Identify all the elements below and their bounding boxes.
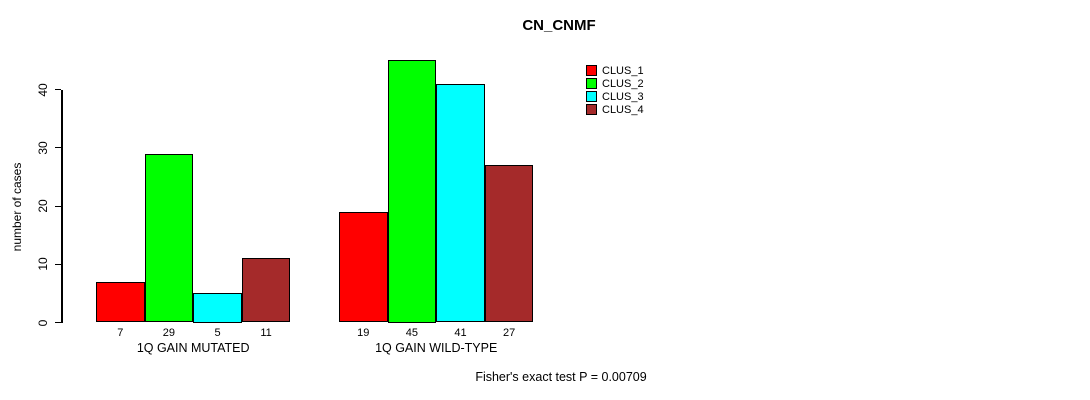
- bar-value-label: 27: [502, 327, 516, 339]
- chart-title: CN_CNMF: [522, 17, 596, 34]
- bar-clus_3-group1: [193, 293, 242, 323]
- bar-clus_4-group2: [484, 165, 534, 323]
- legend-item-clus_1: CLUS_1: [586, 64, 644, 77]
- legend-swatch-icon: [586, 91, 597, 102]
- legend-item-clus_4: CLUS_4: [586, 103, 644, 116]
- legend-swatch-icon: [586, 78, 597, 89]
- group-label: 1Q GAIN MUTATED: [136, 341, 250, 355]
- y-tick-label: 20: [36, 199, 50, 213]
- legend-item-clus_2: CLUS_2: [586, 77, 644, 90]
- y-tick-label: 10: [36, 257, 50, 271]
- bar-value-label: 29: [162, 327, 176, 339]
- bar-clus_2-group1: [144, 153, 194, 323]
- bar-value-label: 11: [260, 327, 272, 339]
- bar-value-label: 41: [454, 327, 467, 339]
- annotation-text: Fisher's exact test P = 0.00709: [475, 370, 647, 384]
- y-tick-mark: [55, 89, 61, 90]
- y-tick-mark: [55, 205, 61, 207]
- y-tick-mark: [55, 322, 61, 323]
- bar-value-label: 7: [117, 327, 124, 339]
- y-axis-line: [61, 89, 63, 323]
- bar-clus_3-group2: [436, 83, 485, 323]
- bar-clus_4-group1: [241, 258, 291, 323]
- legend-label: CLUS_3: [602, 90, 644, 103]
- legend-label: CLUS_2: [602, 77, 644, 90]
- legend-swatch-icon: [586, 104, 597, 115]
- y-axis-label: number of cases: [10, 162, 24, 252]
- legend: CLUS_1 CLUS_2 CLUS_3 CLUS_4: [586, 64, 644, 116]
- bar-value-label: 19: [357, 327, 370, 339]
- legend-label: CLUS_1: [602, 64, 644, 77]
- y-tick-mark: [55, 147, 61, 149]
- bar-clus_1-group2: [339, 211, 388, 323]
- group-label: 1Q GAIN WILD-TYPE: [375, 341, 498, 355]
- bar-value-label: 45: [405, 327, 419, 339]
- legend-swatch-icon: [586, 65, 597, 76]
- y-tick-label: 30: [36, 141, 50, 155]
- legend-item-clus_3: CLUS_3: [586, 90, 644, 103]
- y-tick-label: 40: [36, 82, 50, 97]
- bar-clus_2-group2: [387, 60, 437, 323]
- legend-label: CLUS_4: [602, 103, 644, 116]
- bar-value-label: 5: [214, 327, 221, 339]
- y-tick-label: 0: [36, 319, 50, 326]
- bar-clus_1-group1: [96, 281, 145, 323]
- y-tick-mark: [55, 263, 61, 265]
